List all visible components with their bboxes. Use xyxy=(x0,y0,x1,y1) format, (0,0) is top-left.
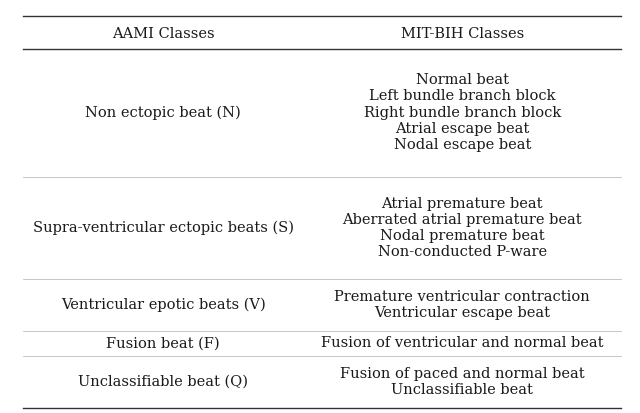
Text: Ventricular epotic beats (V): Ventricular epotic beats (V) xyxy=(61,298,266,312)
Text: Non ectopic beat (N): Non ectopic beat (N) xyxy=(85,105,241,120)
Text: MIT-BIH Classes: MIT-BIH Classes xyxy=(401,27,524,41)
Text: Normal beat
Left bundle branch block
Right bundle branch block
Atrial escape bea: Normal beat Left bundle branch block Rig… xyxy=(364,73,561,152)
Text: Fusion of ventricular and normal beat: Fusion of ventricular and normal beat xyxy=(321,337,604,350)
Text: Premature ventricular contraction
Ventricular escape beat: Premature ventricular contraction Ventri… xyxy=(335,290,590,320)
Text: Atrial premature beat
Aberrated atrial premature beat
Nodal premature beat
Non-c: Atrial premature beat Aberrated atrial p… xyxy=(342,197,582,259)
Text: Supra-ventricular ectopic beats (S): Supra-ventricular ectopic beats (S) xyxy=(33,221,294,235)
Text: AAMI Classes: AAMI Classes xyxy=(112,27,214,41)
Text: Fusion beat (F): Fusion beat (F) xyxy=(106,337,220,350)
Text: Unclassifiable beat (Q): Unclassifiable beat (Q) xyxy=(78,375,248,389)
Text: Fusion of paced and normal beat
Unclassifiable beat: Fusion of paced and normal beat Unclassi… xyxy=(340,367,585,397)
